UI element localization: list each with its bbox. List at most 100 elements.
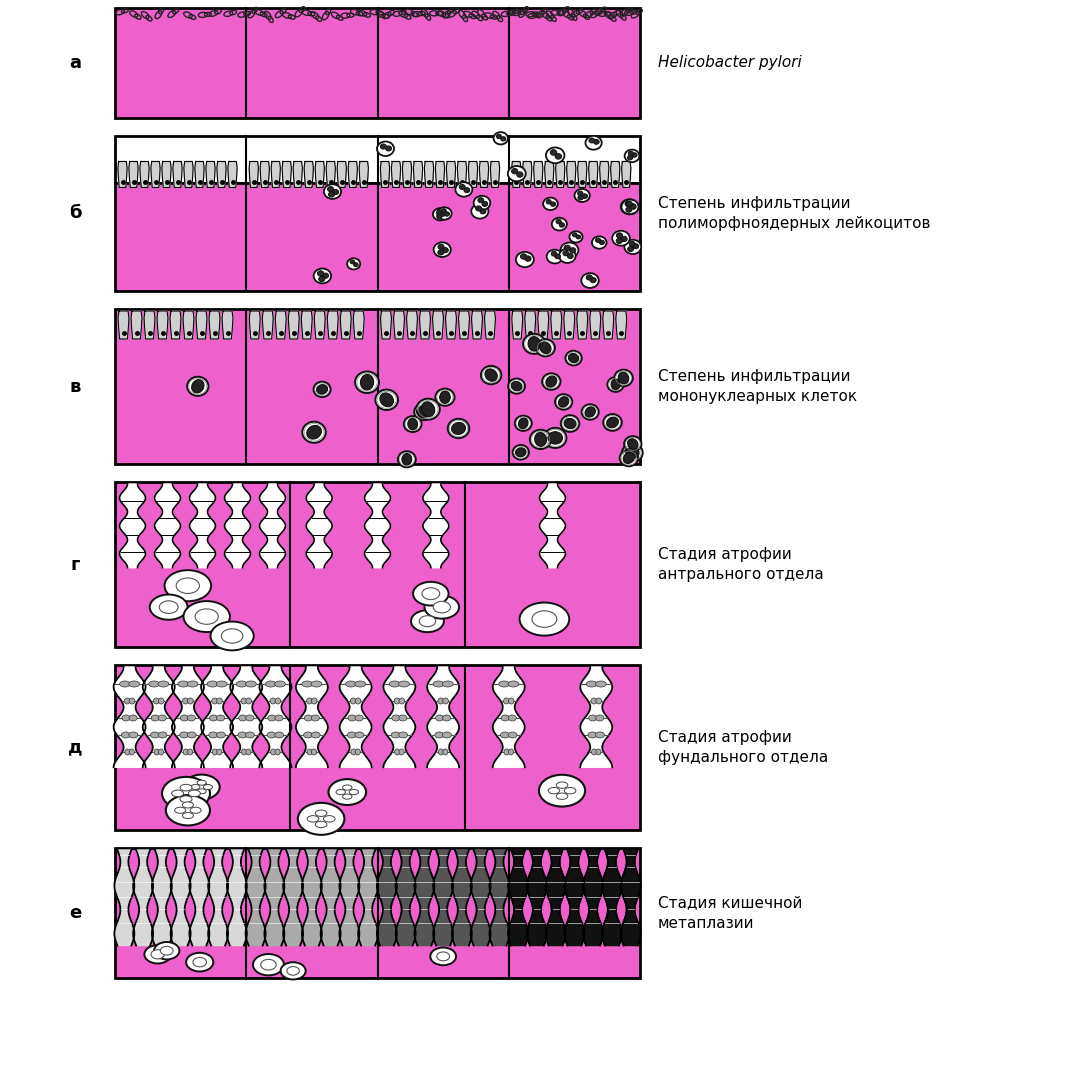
Polygon shape: [154, 484, 180, 568]
Ellipse shape: [561, 415, 579, 432]
Ellipse shape: [437, 698, 444, 704]
Ellipse shape: [397, 451, 416, 468]
Ellipse shape: [545, 148, 565, 163]
Ellipse shape: [443, 247, 448, 253]
Ellipse shape: [399, 715, 407, 721]
Ellipse shape: [632, 153, 637, 158]
Ellipse shape: [417, 399, 440, 420]
Polygon shape: [118, 162, 127, 188]
Ellipse shape: [154, 748, 159, 755]
Ellipse shape: [404, 416, 421, 432]
Ellipse shape: [158, 732, 167, 738]
Ellipse shape: [239, 715, 247, 721]
Ellipse shape: [480, 208, 486, 214]
Ellipse shape: [604, 414, 622, 431]
Polygon shape: [353, 311, 364, 339]
Ellipse shape: [523, 334, 545, 354]
Polygon shape: [599, 162, 609, 188]
Ellipse shape: [513, 445, 529, 460]
Ellipse shape: [267, 732, 276, 738]
Polygon shape: [321, 850, 340, 945]
Ellipse shape: [355, 681, 366, 687]
Ellipse shape: [342, 785, 352, 791]
Ellipse shape: [555, 254, 561, 259]
Ellipse shape: [435, 715, 444, 721]
Polygon shape: [327, 311, 338, 339]
Ellipse shape: [443, 732, 451, 738]
Ellipse shape: [509, 698, 514, 704]
Polygon shape: [210, 311, 220, 339]
Polygon shape: [391, 162, 401, 188]
Polygon shape: [415, 850, 434, 945]
Polygon shape: [194, 162, 204, 188]
Ellipse shape: [626, 201, 632, 206]
Ellipse shape: [504, 748, 509, 755]
Ellipse shape: [569, 247, 576, 253]
Polygon shape: [480, 162, 488, 188]
Ellipse shape: [154, 942, 179, 959]
Ellipse shape: [509, 379, 525, 393]
Polygon shape: [603, 311, 613, 339]
Polygon shape: [423, 484, 449, 568]
Ellipse shape: [328, 192, 335, 197]
Ellipse shape: [390, 681, 401, 687]
Ellipse shape: [436, 951, 449, 961]
Polygon shape: [545, 850, 566, 945]
Ellipse shape: [551, 252, 557, 256]
Ellipse shape: [161, 946, 173, 955]
Ellipse shape: [582, 194, 588, 199]
Ellipse shape: [578, 195, 583, 200]
Ellipse shape: [221, 629, 243, 644]
Ellipse shape: [175, 807, 186, 813]
Ellipse shape: [316, 384, 327, 394]
Ellipse shape: [500, 732, 510, 738]
Ellipse shape: [188, 748, 192, 755]
Ellipse shape: [501, 715, 510, 721]
Ellipse shape: [122, 715, 131, 721]
Ellipse shape: [172, 791, 184, 797]
Ellipse shape: [348, 732, 356, 738]
Polygon shape: [616, 311, 626, 339]
Ellipse shape: [311, 748, 316, 755]
Polygon shape: [228, 162, 238, 188]
Ellipse shape: [287, 967, 299, 975]
Polygon shape: [492, 667, 525, 767]
Ellipse shape: [578, 191, 583, 195]
Polygon shape: [183, 311, 194, 339]
Ellipse shape: [621, 237, 627, 242]
Ellipse shape: [586, 681, 597, 687]
Ellipse shape: [543, 198, 557, 210]
Ellipse shape: [281, 962, 306, 980]
Ellipse shape: [217, 698, 222, 704]
Polygon shape: [260, 162, 269, 188]
Polygon shape: [340, 311, 351, 339]
Ellipse shape: [508, 166, 526, 181]
Ellipse shape: [129, 715, 137, 721]
Ellipse shape: [555, 394, 572, 409]
Text: Стадия кишечной: Стадия кишечной: [658, 895, 802, 910]
Ellipse shape: [187, 732, 197, 738]
Ellipse shape: [621, 200, 638, 214]
Ellipse shape: [435, 389, 455, 406]
Polygon shape: [152, 850, 172, 945]
Ellipse shape: [158, 715, 166, 721]
Ellipse shape: [190, 807, 201, 813]
Ellipse shape: [442, 208, 446, 213]
Ellipse shape: [443, 715, 450, 721]
Ellipse shape: [298, 802, 345, 835]
Ellipse shape: [342, 794, 352, 799]
Ellipse shape: [153, 698, 159, 704]
Ellipse shape: [542, 374, 561, 390]
Polygon shape: [189, 484, 216, 568]
Ellipse shape: [556, 219, 562, 224]
Ellipse shape: [615, 369, 633, 387]
Ellipse shape: [183, 812, 193, 819]
Ellipse shape: [125, 748, 130, 755]
Polygon shape: [583, 850, 603, 945]
Ellipse shape: [347, 258, 361, 270]
Ellipse shape: [564, 245, 570, 251]
Ellipse shape: [195, 609, 218, 624]
Ellipse shape: [216, 732, 226, 738]
Polygon shape: [201, 667, 233, 767]
Ellipse shape: [315, 821, 327, 827]
